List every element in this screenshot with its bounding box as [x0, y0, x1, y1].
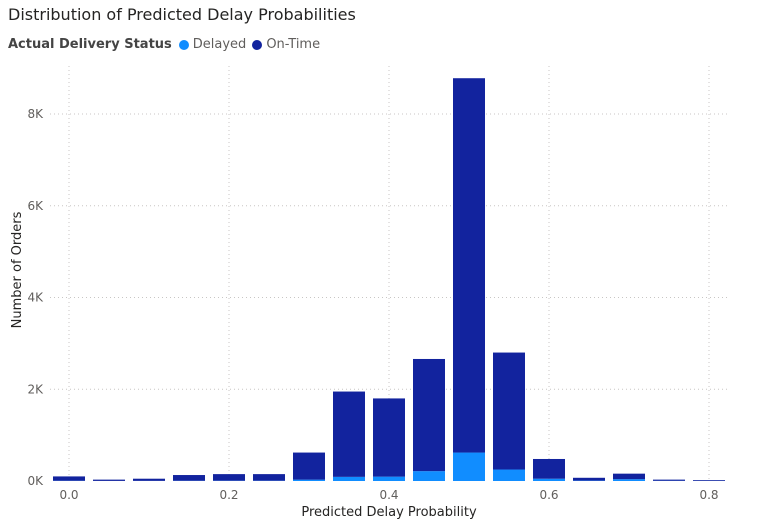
x-tick-label: 0.8 — [699, 488, 718, 502]
y-axis-title: Number of Orders — [10, 211, 25, 328]
x-tick-label: 0.4 — [379, 488, 398, 502]
y-tick-label: 2K — [27, 382, 44, 396]
legend: Actual Delivery Status Delayed On-Time — [8, 37, 326, 52]
y-tick-label: 4K — [27, 291, 44, 305]
legend-marker-on-time — [252, 39, 263, 50]
chart-title: Distribution of Predicted Delay Probabil… — [8, 5, 356, 24]
bar-on-time[interactable] — [133, 478, 165, 481]
bar-on-time[interactable] — [173, 475, 205, 481]
grid-lines — [50, 66, 730, 481]
bars — [53, 78, 725, 481]
x-tick-label: 0.2 — [219, 488, 238, 502]
bar-delayed[interactable] — [413, 471, 445, 481]
bar-on-time[interactable] — [573, 477, 605, 481]
legend-label-delayed: Delayed — [192, 37, 247, 52]
bar-on-time[interactable] — [213, 474, 245, 481]
legend-title: Actual Delivery Status — [8, 37, 172, 52]
bar-delayed[interactable] — [453, 452, 485, 481]
legend-label-on-time: On-Time — [266, 37, 321, 52]
bar-delayed[interactable] — [533, 478, 565, 481]
x-tick-label: 0.0 — [59, 488, 78, 502]
bar-on-time[interactable] — [493, 352, 525, 470]
bar-delayed[interactable] — [613, 479, 645, 481]
bar-on-time[interactable] — [533, 458, 565, 479]
bar-on-time[interactable] — [53, 476, 85, 481]
legend-item-delayed[interactable]: Delayed — [178, 37, 247, 52]
legend-marker-delayed — [178, 39, 189, 50]
bar-on-time[interactable] — [653, 479, 685, 481]
bar-on-time[interactable] — [93, 479, 125, 481]
bar-on-time[interactable] — [293, 452, 325, 480]
x-tick-label: 0.6 — [539, 488, 558, 502]
bar-on-time[interactable] — [373, 398, 405, 477]
bar-on-time[interactable] — [333, 391, 365, 477]
y-tick-label: 8K — [27, 107, 44, 121]
y-tick-label: 0K — [27, 474, 44, 488]
axes: 0K 2K 4K 6K 8K 0.0 0.2 0.4 0.6 0.8 — [27, 107, 718, 502]
x-axis-title: Predicted Delay Probability — [301, 505, 477, 520]
bar-on-time[interactable] — [253, 474, 285, 481]
bar-delayed[interactable] — [373, 476, 405, 481]
legend-item-on-time[interactable]: On-Time — [252, 37, 320, 52]
bar-delayed[interactable] — [493, 469, 525, 481]
bar-on-time[interactable] — [693, 480, 725, 481]
bar-on-time[interactable] — [413, 358, 445, 472]
bar-delayed[interactable] — [333, 476, 365, 481]
bar-on-time[interactable] — [613, 473, 645, 480]
bar-delayed[interactable] — [293, 479, 325, 481]
bar-on-time[interactable] — [453, 78, 485, 453]
y-tick-label: 6K — [27, 199, 44, 213]
